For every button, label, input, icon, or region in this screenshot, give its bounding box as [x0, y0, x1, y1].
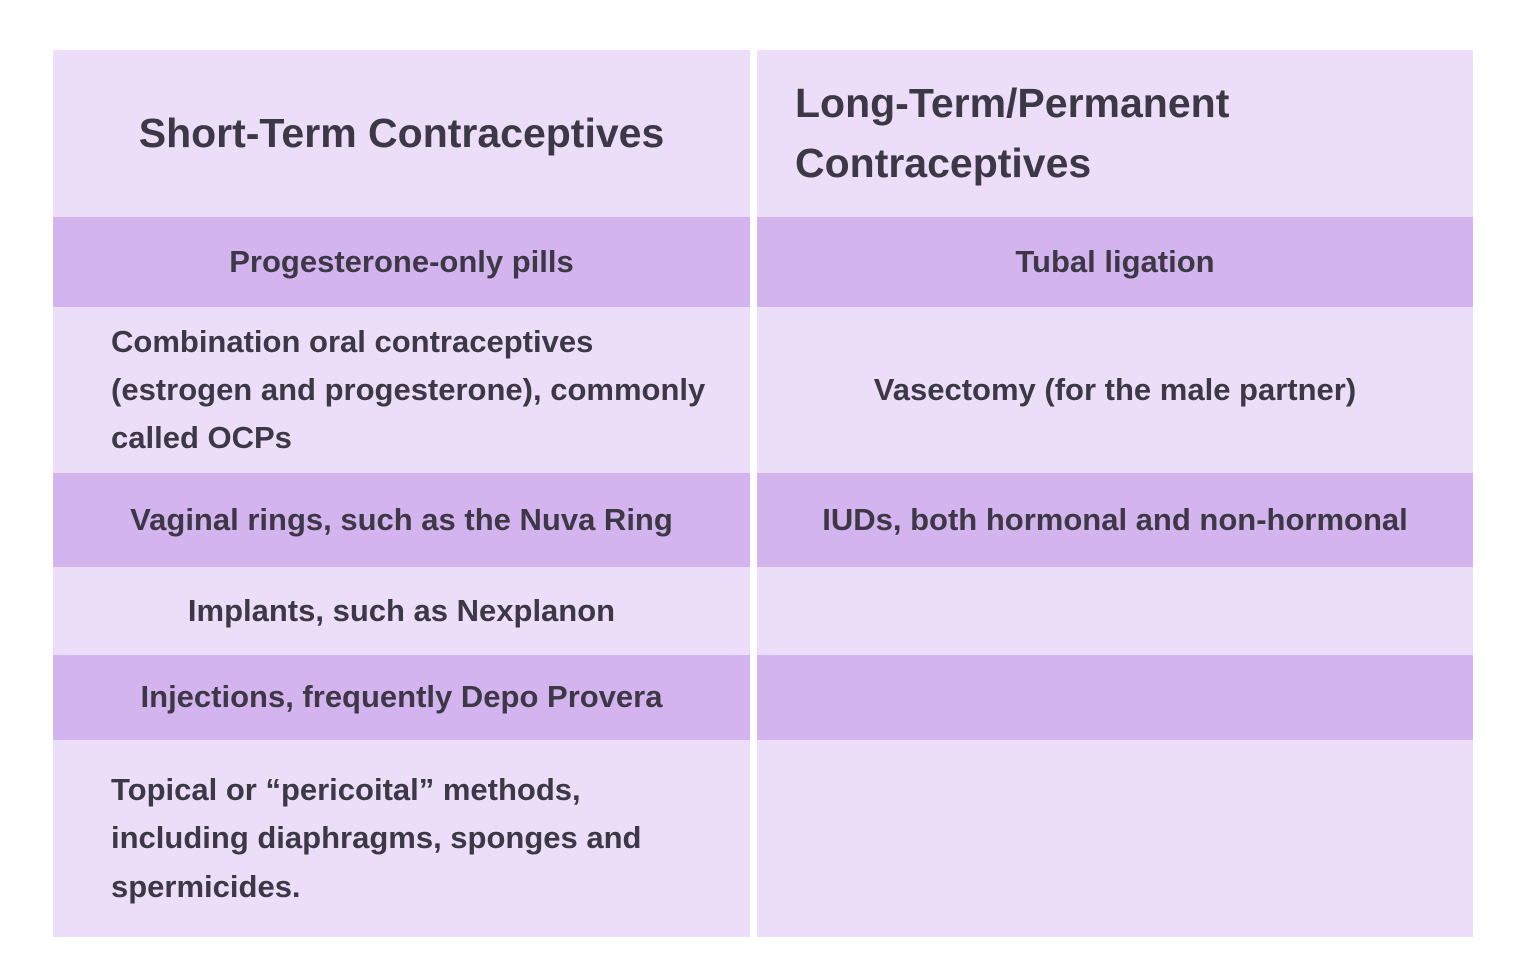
table-cell-injections: Injections, frequently Depo Provera	[53, 655, 750, 740]
cell-label: Implants, such as Nexplanon	[187, 592, 616, 628]
cell-label: Vasectomy (for the male partner)	[873, 371, 1357, 407]
table-cell-vaginal-rings: Vaginal rings, such as the Nuva Ring	[53, 473, 750, 567]
table-cell-iuds: IUDs, both hormonal and non-hormonal	[757, 473, 1473, 567]
column-short-term: Short-Term Contraceptives Progesterone-o…	[53, 50, 750, 937]
contraceptives-table: Short-Term Contraceptives Progesterone-o…	[53, 50, 1473, 937]
table-cell-tubal-ligation: Tubal ligation	[757, 217, 1473, 307]
header-short-term-label: Short-Term Contraceptives	[138, 109, 665, 156]
table-cell-empty	[757, 567, 1473, 655]
header-short-term: Short-Term Contraceptives	[53, 50, 750, 217]
header-long-term-label: Long-Term/Permanent Contraceptives	[795, 80, 1230, 186]
table-cell-empty	[757, 655, 1473, 740]
cell-label: Vaginal rings, such as the Nuva Ring	[130, 501, 673, 537]
table-cell-topical-methods: Topical or “pericoital” methods, includi…	[53, 740, 750, 937]
cell-label: Progesterone-only pills	[229, 243, 574, 279]
cell-label: Combination oral contraceptives (estroge…	[111, 323, 706, 456]
table-cell-vasectomy: Vasectomy (for the male partner)	[757, 307, 1473, 473]
cell-label: Tubal ligation	[1015, 243, 1215, 279]
table-cell-implants: Implants, such as Nexplanon	[53, 567, 750, 655]
cell-label: Injections, frequently Depo Provera	[140, 679, 663, 715]
column-long-term: Long-Term/Permanent Contraceptives Tubal…	[757, 50, 1473, 937]
cell-label: Topical or “pericoital” methods, includi…	[111, 772, 642, 904]
header-long-term: Long-Term/Permanent Contraceptives	[757, 50, 1473, 217]
table-cell-progesterone-pills: Progesterone-only pills	[53, 217, 750, 307]
cell-label: IUDs, both hormonal and non-hormonal	[822, 501, 1408, 537]
table-cell-combination-ocps: Combination oral contraceptives (estroge…	[53, 307, 750, 473]
table-cell-empty	[757, 740, 1473, 937]
